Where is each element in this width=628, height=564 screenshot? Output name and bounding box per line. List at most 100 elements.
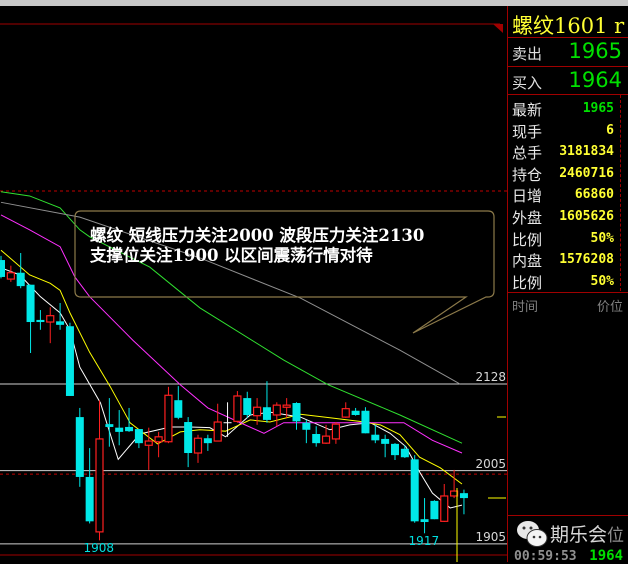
watermark: 期乐会位 [514, 520, 624, 547]
candle-body [154, 436, 163, 443]
candle [282, 398, 291, 418]
candle [381, 434, 390, 458]
quote-row: 内盘 1576208 [510, 249, 614, 270]
candle-body [391, 443, 399, 456]
candle [36, 310, 45, 330]
candle-body [430, 500, 439, 520]
moving-average-line-4 [0, 191, 463, 444]
sell-price: 1965 [568, 39, 622, 63]
candle [331, 422, 340, 444]
candle-body [243, 398, 252, 415]
candle-body [381, 438, 390, 444]
tick-time: 00:59:53 [514, 549, 577, 564]
price-level-label: 1905 [475, 529, 506, 544]
annotation-text: 螺纹 短线压力关注2000 波段压力关注2130 支撑位关注1900 以区间震荡… [90, 226, 424, 266]
divider [508, 292, 628, 293]
quote-value: 1605626 [559, 209, 614, 224]
candle-body [95, 438, 104, 533]
candle [223, 402, 232, 437]
candle-body [203, 438, 212, 444]
candle [95, 400, 104, 541]
candle-body [302, 422, 311, 430]
candle [134, 429, 143, 449]
candle-body [56, 321, 65, 325]
quote-label: 日增 [512, 187, 543, 206]
candle-body [164, 394, 173, 443]
candle-body [233, 395, 242, 422]
candle-body [16, 272, 25, 287]
candle-body [75, 417, 84, 477]
candle [351, 407, 360, 416]
quote-value: 50% [590, 273, 614, 289]
candle [312, 426, 321, 447]
candle [233, 391, 242, 423]
candle [144, 427, 153, 470]
candle-body [213, 421, 222, 442]
candle-body [0, 260, 5, 277]
candle [213, 403, 222, 442]
candle [174, 386, 183, 420]
candle-body [105, 424, 114, 427]
candle [430, 500, 439, 520]
candle-body [312, 434, 321, 444]
candle-body [46, 315, 55, 323]
candle [75, 407, 84, 487]
quote-label: 总手 [512, 144, 543, 163]
buy-price: 1964 [568, 68, 622, 92]
candle [56, 303, 65, 330]
candle-body [341, 408, 350, 418]
quote-row: 最新 1965 [510, 98, 614, 119]
candle-body [440, 495, 449, 522]
candle [184, 417, 193, 468]
candle [302, 419, 311, 444]
candle-body [6, 272, 15, 280]
wechat-icon [517, 521, 548, 547]
candle-body [282, 404, 291, 408]
candle-body [331, 423, 340, 440]
moving-average-line-2 [0, 249, 463, 485]
divider [508, 37, 628, 38]
candle-body [36, 319, 45, 323]
candle [361, 407, 370, 434]
price-level-label: 2005 [475, 456, 506, 471]
candle-body [450, 490, 459, 497]
candle [0, 255, 5, 279]
instrument-title: 螺纹1601 r [512, 14, 625, 38]
annotation-line-2: 支撑位关注1900 以区间震荡行情对待 [90, 246, 373, 265]
window-top-strip [0, 0, 628, 6]
annotation-line-1: 螺纹 短线压力关注2000 波段压力关注2130 [90, 226, 425, 245]
candle [243, 391, 252, 418]
quote-value: 50% [590, 230, 614, 246]
candle [85, 448, 94, 524]
candle [440, 484, 449, 523]
quote-value: 3181834 [559, 144, 614, 160]
quote-value: 1576208 [559, 252, 614, 268]
candle-body [321, 435, 331, 444]
quote-value: 1965 [582, 101, 614, 116]
quote-label: 外盘 [512, 209, 543, 227]
candle-body [193, 437, 203, 454]
candle [450, 469, 459, 499]
candle-body [26, 284, 35, 323]
candle-body [115, 427, 124, 432]
quote-value: 2460716 [559, 165, 614, 181]
quote-row: 外盘 1605626 [510, 206, 614, 227]
candle-body [410, 459, 419, 522]
candle [105, 398, 114, 447]
candle-body [65, 326, 74, 396]
quote-label: 内盘 [512, 252, 543, 271]
candle-body [134, 429, 143, 444]
quote-panel: 螺纹1601 r 卖出 1965 买入 1964 最新 1965 现手 6 总手 3181… [507, 6, 628, 564]
candle-body [174, 400, 183, 418]
quote-row: 持仓 2460716 [510, 163, 614, 184]
candle [400, 445, 409, 458]
candle-body [420, 519, 429, 523]
divider [508, 94, 628, 95]
tick-price: 1964 [589, 548, 623, 564]
quote-value: 6 [606, 122, 614, 138]
candle [125, 407, 134, 432]
price-level-label: 2128 [475, 370, 506, 384]
candle [410, 455, 419, 523]
candle [459, 489, 468, 515]
